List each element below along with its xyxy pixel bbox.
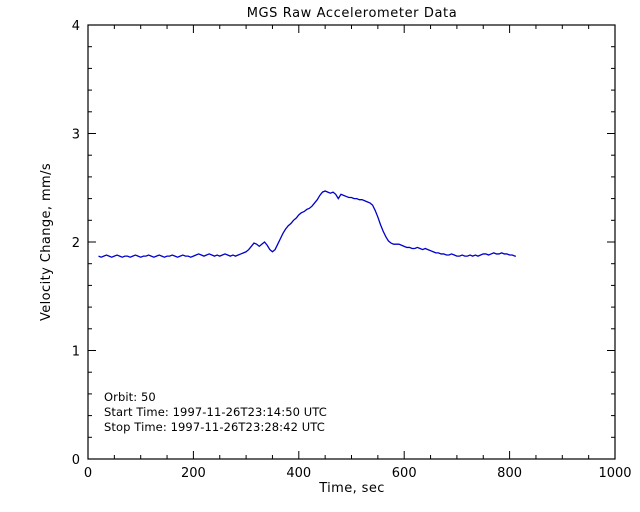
y-tick-label: 2	[72, 236, 80, 251]
annotation-orbit: Orbit: 50	[104, 390, 156, 404]
plot-frame	[87, 24, 616, 460]
annotation-block: Orbit: 50 Start Time: 1997-11-26T23:14:5…	[104, 390, 327, 434]
data-series-group	[98, 190, 516, 258]
chart-title-group: MGS Raw Accelerometer Data	[247, 6, 458, 21]
x-axis-label: Time, sec	[318, 481, 385, 496]
x-tick-label: 0	[84, 466, 92, 481]
x-tick-label: 600	[392, 466, 417, 481]
x-tick-label: 400	[286, 466, 311, 481]
annotation-stop-time: Stop Time: 1997-11-26T23:28:42 UTC	[104, 420, 325, 434]
y-tick-label: 3	[72, 128, 80, 143]
y-axis-label: Velocity Change, mm/s	[39, 163, 54, 321]
x-tick-label: 200	[181, 466, 206, 481]
y-tick-label: 0	[72, 453, 80, 468]
x-tick-label: 1000	[598, 466, 631, 481]
annotation-start-time: Start Time: 1997-11-26T23:14:50 UTC	[104, 405, 327, 419]
x-tick-label: 800	[497, 466, 522, 481]
y-tick-labels-group: 0 1 2 3 4	[72, 19, 80, 468]
minor-ticks-group	[88, 25, 615, 459]
y-tick-label: 1	[72, 345, 80, 360]
chart-title: MGS Raw Accelerometer Data	[247, 6, 458, 21]
data-line-velocity-change	[98, 190, 516, 258]
y-tick-label: 4	[72, 19, 80, 34]
x-tick-labels-group: 0 200 400 600 800 1000	[84, 466, 632, 481]
